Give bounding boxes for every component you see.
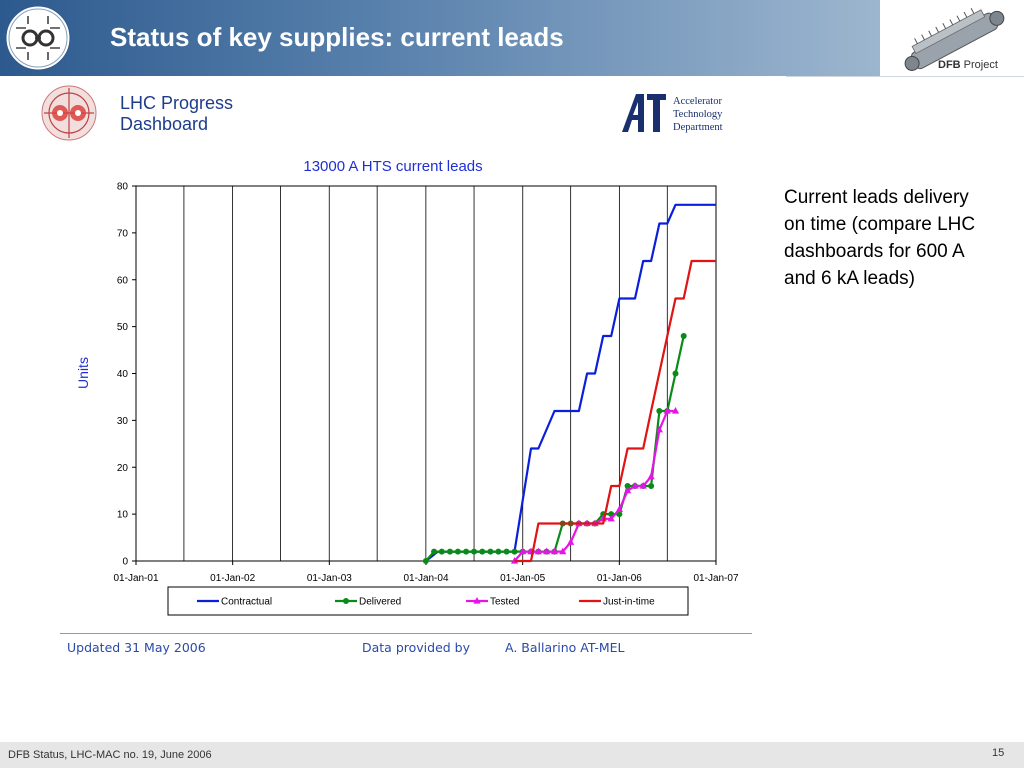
atd-line3: Department xyxy=(673,122,723,133)
data-point-marker xyxy=(672,370,679,377)
data-point-marker xyxy=(503,548,510,555)
series-line xyxy=(425,203,716,562)
plot-grid xyxy=(135,185,717,562)
data-point-marker xyxy=(438,548,445,555)
atd-line2: Technology xyxy=(673,109,723,120)
data-point-marker xyxy=(431,548,438,555)
series-contractual xyxy=(425,203,716,562)
slide-footer xyxy=(0,742,1024,768)
data-point-marker xyxy=(671,407,680,414)
data-point-marker xyxy=(550,547,559,555)
legend-item: Just-in-time xyxy=(579,597,655,608)
chart-legend: Contractual Delivered Tested Just-in-time xyxy=(167,586,689,616)
legend-label: Contractual xyxy=(221,597,272,608)
side-note: Current leads delivery on time (compare … xyxy=(784,187,976,289)
data-point-marker xyxy=(471,548,478,555)
legend-item: Contractual xyxy=(197,597,272,608)
data-point-marker xyxy=(511,548,518,555)
footer-text: DFB Status, LHC-MAC no. 19, June 2006 xyxy=(8,749,212,761)
atd-line1: Accelerator xyxy=(673,96,722,107)
data-point-marker xyxy=(534,547,542,555)
x-tick-label: 01-Jan-01 xyxy=(113,573,158,584)
slide-title: Status of key supplies: current leads xyxy=(110,22,564,52)
data-point-marker xyxy=(567,538,575,545)
data-provider: A. Ballarino AT-MEL xyxy=(505,640,625,655)
chart-y-axis-label: Units xyxy=(75,357,91,389)
updated-date: Updated 31 May 2006 xyxy=(67,640,206,655)
data-point-marker xyxy=(663,407,671,414)
data-point-marker xyxy=(656,408,663,414)
data-point-marker xyxy=(623,486,632,494)
data-point-marker xyxy=(479,548,486,555)
x-tick-label: 01-Jan-07 xyxy=(693,573,738,584)
x-tick-label: 01-Jan-04 xyxy=(403,573,448,584)
x-tick-label: 01-Jan-05 xyxy=(500,573,545,584)
legend-label: Just-in-time xyxy=(603,597,655,608)
data-point-marker xyxy=(454,548,461,555)
legend-item: Tested xyxy=(466,597,519,608)
series-just-in-time xyxy=(514,259,716,563)
chart-title: 13000 A HTS current leads xyxy=(303,158,482,175)
atd-logo xyxy=(622,94,666,132)
data-point-marker xyxy=(343,598,349,604)
legend-item: Delivered xyxy=(335,597,401,608)
dashboard-footer-rule xyxy=(60,633,752,634)
y-tick-label: 10 xyxy=(117,510,129,521)
y-tick-label: 80 xyxy=(117,182,129,193)
cern-logo xyxy=(5,5,71,71)
y-tick-label: 40 xyxy=(117,369,129,380)
data-point-marker xyxy=(422,558,429,564)
data-point-marker xyxy=(473,597,481,604)
axis-ticks: 0 10 20 30 40 50 60 70 80 01-Jan-01 01-Jan-02 01-Ja… xyxy=(113,182,738,585)
y-tick-label: 20 xyxy=(117,463,129,474)
data-point-marker xyxy=(624,483,631,489)
data-point-marker xyxy=(631,482,639,489)
y-tick-label: 70 xyxy=(117,228,129,239)
series-line xyxy=(514,259,716,563)
data-point-marker xyxy=(487,548,494,555)
dashboard-title-line1: LHC Progress xyxy=(120,93,234,113)
y-tick-label: 30 xyxy=(117,416,129,427)
data-point-marker xyxy=(519,547,527,555)
data-point-marker xyxy=(446,548,453,555)
data-point-marker xyxy=(559,547,567,555)
data-point-marker xyxy=(607,514,615,522)
data-point-marker xyxy=(655,425,663,433)
x-tick-label: 01-Jan-06 xyxy=(597,573,642,584)
y-tick-label: 0 xyxy=(122,557,128,568)
data-point-marker xyxy=(463,548,470,555)
dashboard-title: LHC Progress Dashboard xyxy=(120,93,233,135)
dfb-cryostat-image xyxy=(904,8,1005,71)
data-provided-label: Data provided by xyxy=(362,640,471,655)
legend-label: Tested xyxy=(490,597,519,608)
legend-label: Delivered xyxy=(359,597,401,608)
x-tick-label: 01-Jan-02 xyxy=(210,573,255,584)
slide-number: 15 xyxy=(992,747,1005,759)
x-tick-label: 01-Jan-03 xyxy=(307,573,352,584)
data-point-marker xyxy=(615,505,623,513)
data-point-marker xyxy=(648,483,655,489)
data-point-marker xyxy=(639,482,647,489)
dfb-project-label: DFB Project xyxy=(938,59,998,71)
data-point-marker xyxy=(680,333,687,339)
y-tick-label: 60 xyxy=(117,275,129,286)
plot-series xyxy=(422,203,716,564)
title-band xyxy=(0,0,880,76)
header-divider xyxy=(786,76,1024,77)
data-point-marker xyxy=(495,548,502,555)
legend-box xyxy=(167,586,689,616)
data-point-marker xyxy=(542,547,551,555)
atd-department-label: Accelerator Technology Department xyxy=(673,95,723,134)
lhc-dashboard-logo xyxy=(41,85,97,141)
y-tick-label: 50 xyxy=(117,322,129,333)
dashboard-title-line2: Dashboard xyxy=(120,114,209,134)
data-point-marker xyxy=(647,472,655,480)
